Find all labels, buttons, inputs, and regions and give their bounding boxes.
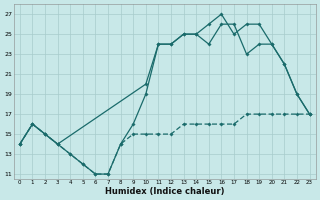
X-axis label: Humidex (Indice chaleur): Humidex (Indice chaleur) xyxy=(105,187,224,196)
